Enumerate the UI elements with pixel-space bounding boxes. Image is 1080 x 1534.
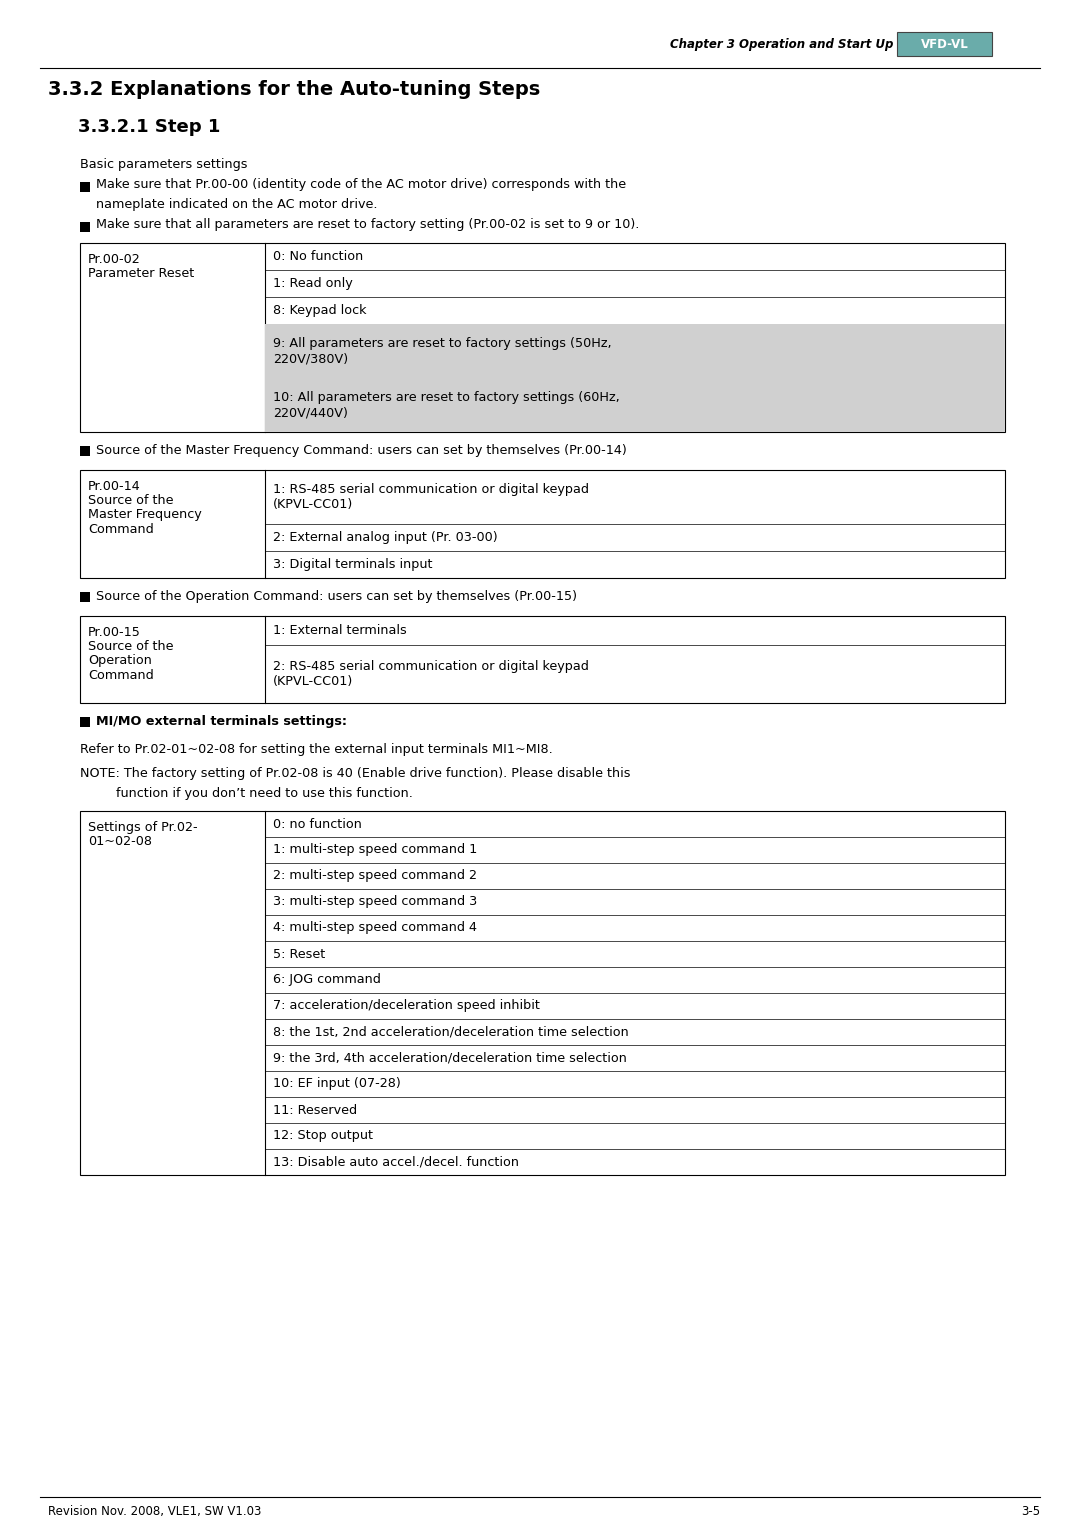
Bar (80, 183, 90, 192)
Text: Refer to Pr.02-01~02-08 for setting the external input terminals MI1~MI8.: Refer to Pr.02-01~02-08 for setting the … (80, 742, 553, 756)
Text: 3.3.2.1 Step 1: 3.3.2.1 Step 1 (78, 118, 220, 137)
Bar (80, 716, 90, 727)
Text: Make sure that Pr.00-00 (identity code of the AC motor drive) corresponds with t: Make sure that Pr.00-00 (identity code o… (96, 178, 626, 192)
Text: 4: multi-step speed command 4: 4: multi-step speed command 4 (273, 922, 477, 934)
Text: 5: Reset: 5: Reset (273, 948, 325, 960)
Text: 8: the 1st, 2nd acceleration/deceleration time selection: 8: the 1st, 2nd acceleration/deceleratio… (273, 1026, 629, 1039)
Text: Revision Nov. 2008, VLE1, SW V1.03: Revision Nov. 2008, VLE1, SW V1.03 (48, 1505, 261, 1519)
Text: 9: All parameters are reset to factory settings (50Hz,
220V/380V): 9: All parameters are reset to factory s… (273, 337, 611, 365)
Text: Pr.00-14: Pr.00-14 (87, 480, 140, 492)
Text: Master Frequency: Master Frequency (87, 508, 202, 522)
Text: 10: EF input (07-28): 10: EF input (07-28) (273, 1077, 401, 1091)
Bar (80, 242, 1005, 433)
Text: 8: Keypad lock: 8: Keypad lock (273, 304, 366, 318)
Text: Pr.00-02: Pr.00-02 (87, 253, 140, 265)
Text: 1: Read only: 1: Read only (273, 278, 353, 290)
Text: 0: No function: 0: No function (273, 250, 363, 262)
Text: 01~02-08: 01~02-08 (87, 834, 152, 848)
Bar (80, 811, 1005, 1175)
Text: Source of the: Source of the (87, 494, 174, 508)
Text: Command: Command (87, 669, 153, 681)
Text: Command: Command (87, 523, 153, 535)
Text: NOTE: The factory setting of Pr.02-08 is 40 (Enable drive function). Please disa: NOTE: The factory setting of Pr.02-08 is… (80, 767, 631, 779)
Text: 3: Digital terminals input: 3: Digital terminals input (273, 558, 432, 571)
Text: 11: Reserved: 11: Reserved (273, 1103, 357, 1117)
Text: 1: External terminals: 1: External terminals (273, 624, 407, 637)
Text: 3.3.2 Explanations for the Auto-tuning Steps: 3.3.2 Explanations for the Auto-tuning S… (48, 80, 540, 100)
Text: Chapter 3 Operation and Start Up |: Chapter 3 Operation and Start Up | (670, 38, 902, 51)
Bar (80, 469, 1005, 578)
Text: function if you don’t need to use this function.: function if you don’t need to use this f… (80, 787, 413, 801)
Bar (80, 617, 1005, 703)
Text: MI/MO external terminals settings:: MI/MO external terminals settings: (96, 715, 347, 729)
Bar (897, 32, 993, 57)
Text: Operation: Operation (87, 655, 152, 667)
Text: 10: All parameters are reset to factory settings (60Hz,
220V/440V): 10: All parameters are reset to factory … (273, 391, 620, 419)
Text: Source of the Master Frequency Command: users can set by themselves (Pr.00-14): Source of the Master Frequency Command: … (96, 443, 626, 457)
Text: Source of the: Source of the (87, 640, 174, 653)
Text: Make sure that all parameters are reset to factory setting (Pr.00-02 is set to 9: Make sure that all parameters are reset … (96, 218, 639, 232)
Text: 9: the 3rd, 4th acceleration/deceleration time selection: 9: the 3rd, 4th acceleration/deceleratio… (273, 1051, 626, 1065)
Text: Basic parameters settings: Basic parameters settings (80, 158, 247, 170)
Text: 2: multi-step speed command 2: 2: multi-step speed command 2 (273, 870, 477, 882)
Text: Source of the Operation Command: users can set by themselves (Pr.00-15): Source of the Operation Command: users c… (96, 591, 577, 603)
Text: 3-5: 3-5 (1021, 1505, 1040, 1519)
Text: 3: multi-step speed command 3: 3: multi-step speed command 3 (273, 896, 477, 908)
Text: VFD-VL: VFD-VL (920, 37, 969, 51)
Text: 12: Stop output: 12: Stop output (273, 1129, 373, 1143)
Text: 2: External analog input (Pr. 03-00): 2: External analog input (Pr. 03-00) (273, 531, 498, 545)
Bar (80, 222, 90, 232)
Text: 1: RS-485 serial communication or digital keypad
(KPVL-CC01): 1: RS-485 serial communication or digita… (273, 483, 589, 511)
Bar (80, 446, 90, 456)
Text: Settings of Pr.02-: Settings of Pr.02- (87, 821, 198, 834)
Text: 13: Disable auto accel./decel. function: 13: Disable auto accel./decel. function (273, 1155, 519, 1169)
Text: 0: no function: 0: no function (273, 818, 362, 830)
Text: Pr.00-15: Pr.00-15 (87, 626, 140, 640)
Text: Parameter Reset: Parameter Reset (87, 267, 194, 281)
Text: 1: multi-step speed command 1: 1: multi-step speed command 1 (273, 844, 477, 856)
Bar (265, 377, 1005, 433)
Bar (265, 324, 1005, 377)
Text: 2: RS-485 serial communication or digital keypad
(KPVL-CC01): 2: RS-485 serial communication or digita… (273, 660, 589, 689)
Bar (80, 592, 90, 601)
Text: 7: acceleration/deceleration speed inhibit: 7: acceleration/deceleration speed inhib… (273, 1000, 540, 1012)
Text: 6: JOG command: 6: JOG command (273, 974, 381, 986)
Text: nameplate indicated on the AC motor drive.: nameplate indicated on the AC motor driv… (96, 198, 378, 212)
